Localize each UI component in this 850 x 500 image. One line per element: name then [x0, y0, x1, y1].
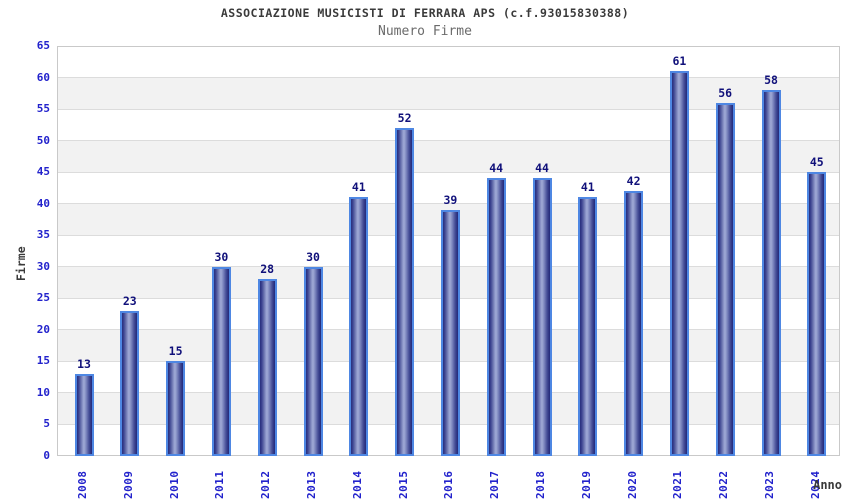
bar: [532, 178, 552, 456]
x-tick-label: 2009: [121, 470, 135, 500]
bar: [395, 128, 415, 456]
bar-value-label: 15: [168, 344, 183, 359]
bar-value-label: 39: [443, 193, 458, 207]
y-tick-label: 15: [36, 354, 50, 368]
chart-title: ASSOCIAZIONE MUSICISTI DI FERRARA APS (c…: [220, 6, 630, 20]
bar: [578, 197, 598, 456]
x-tick-label: 2022: [717, 470, 731, 500]
y-tick-label: 40: [36, 196, 50, 210]
bar: [807, 172, 827, 456]
y-tick-label: 45: [36, 165, 50, 179]
bar: [669, 71, 689, 456]
x-tick-label: 2016: [442, 470, 456, 500]
x-tick-label: 2012: [259, 470, 273, 500]
bar-value-label: 45: [809, 155, 824, 170]
grid-band: [58, 173, 839, 205]
grid-band: [58, 78, 839, 110]
x-tick-label: 2010: [167, 470, 181, 500]
x-tick-label: 2013: [305, 470, 318, 500]
y-tick-label: 55: [36, 102, 50, 116]
bar: [486, 178, 506, 456]
x-tick-label: 2023: [763, 470, 776, 500]
bar: [303, 266, 323, 456]
x-tick-label: 2011: [213, 470, 227, 500]
x-axis-title: Anno: [813, 478, 842, 492]
y-tick-label: 20: [36, 322, 50, 336]
bar: [257, 279, 277, 456]
x-tick-label: 2021: [671, 470, 685, 500]
bar-value-label: 13: [77, 357, 91, 371]
bar-value-label: 58: [764, 73, 778, 88]
grid-band: [58, 141, 839, 173]
y-tick-label: 5: [43, 417, 50, 431]
x-tick-label: 2018: [534, 470, 547, 500]
x-tick-label: 2020: [625, 470, 639, 500]
bar-value-label: 42: [626, 174, 641, 189]
chart-subtitle: Numero Firme: [378, 24, 472, 39]
x-tick-label: 2017: [488, 470, 502, 500]
bar-value-label: 61: [672, 54, 687, 69]
x-tick-label: 2014: [350, 470, 364, 500]
bar-value-label: 56: [718, 85, 733, 100]
grid-band: [58, 47, 839, 79]
y-tick-label: 25: [36, 291, 50, 305]
bar-value-label: 30: [306, 249, 320, 264]
y-axis-title: Firme: [14, 246, 28, 281]
y-tick-label: 30: [36, 259, 50, 273]
bar-value-label: 52: [397, 111, 412, 125]
x-tick-label: 2008: [76, 470, 89, 500]
bar: [715, 102, 735, 456]
y-tick-label: 50: [36, 133, 50, 147]
bar: [211, 266, 231, 456]
bar: [624, 191, 644, 456]
bar: [440, 210, 460, 456]
y-tick-label: 10: [36, 385, 50, 399]
bar-value-label: 41: [580, 180, 595, 195]
x-tick-label: 2019: [579, 470, 593, 500]
bar: [349, 197, 369, 456]
bar: [120, 310, 140, 456]
y-tick-label: 35: [36, 228, 50, 242]
bar-value-label: 41: [351, 180, 366, 195]
y-tick-label: 65: [36, 39, 50, 52]
bar: [761, 90, 781, 456]
bar-value-label: 44: [489, 161, 504, 176]
bar-value-label: 28: [260, 262, 275, 277]
bar-value-label: 23: [122, 293, 137, 308]
bar-value-label: 44: [535, 161, 549, 176]
y-tick-label: 60: [36, 70, 50, 84]
bar: [74, 374, 94, 456]
bar-value-label: 30: [214, 249, 229, 264]
grid-band: [58, 110, 839, 142]
bar: [166, 361, 186, 456]
x-tick-label: 2015: [396, 470, 410, 500]
y-tick-label: 0: [43, 449, 50, 462]
